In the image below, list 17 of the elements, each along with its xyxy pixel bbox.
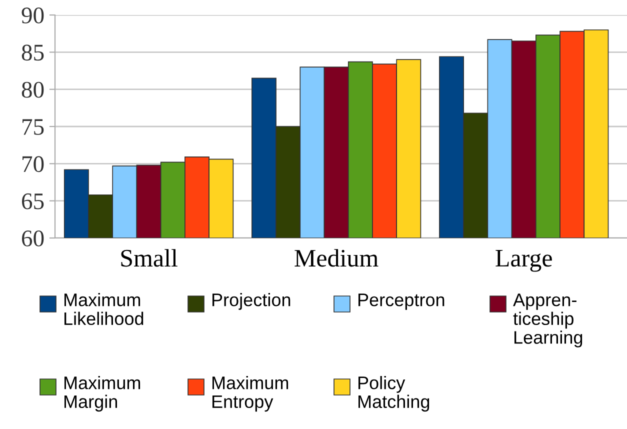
legend-label: Maximum Margin [64,376,140,412]
x-tick-label: Medium [294,249,378,267]
y-tick-label: 90 [22,7,44,24]
y-tick-label: 70 [22,156,44,172]
y-tick-label: 65 [22,193,44,210]
legend-label: Perceptron [358,294,444,310]
legend-label: Projection [212,293,290,310]
x-tick-label: Large [496,250,552,272]
legend-label: Appren- ticeship Learning [513,294,582,348]
y-tick-label: 75 [22,119,44,135]
legend-label: Maximum Likelihood [64,293,144,326]
y-tick-label: 85 [22,44,44,61]
legend-label: Maximum Entropy [212,376,288,412]
y-tick-label: 60 [22,230,44,246]
legend-label: Policy Matching [358,376,430,412]
y-tick-label: 80 [22,82,44,98]
x-tick-label: Small [121,249,178,267]
